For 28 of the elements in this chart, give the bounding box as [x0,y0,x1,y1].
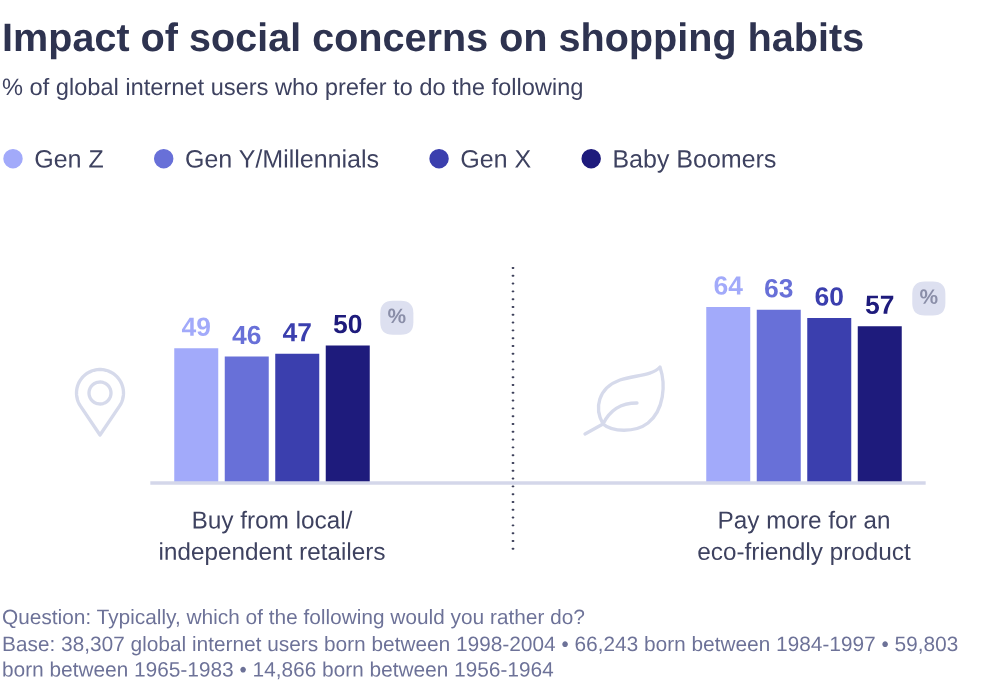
legend-label: Gen Y/Millennials [186,149,379,168]
bar [275,353,320,483]
chart-subtitle: % of global internet users who prefer to do the following [2,77,582,100]
legend-label: Baby Boomers [614,149,776,173]
data-label: 57 [865,295,894,315]
bar [224,356,269,483]
x-tick-label: Pay more for an eco-friendly product [698,510,911,565]
data-label: 63 [765,278,793,298]
bar [706,307,751,483]
text: Question: Typically, which of the following would you rather do? [2,609,585,629]
y-axis-title: % [388,308,406,324]
bar [857,326,902,483]
bar [756,309,801,483]
bar [325,345,370,483]
bar [174,348,219,483]
data-label: 47 [282,323,311,342]
data-label: 60 [815,287,843,306]
x-tick-label: Buy from local/ independent retailers [160,510,385,565]
text: Base: 38,307 global internet users born between 1998-2004 • 66,243 born between 1984-1997 • 59,803 born between 1965-1983 • 14,866 born between 1956-1964 [3,636,958,680]
data-label: 46 [232,325,261,345]
data-label: 49 [181,317,210,337]
legend-label: Gen Z [35,150,103,168]
chart-title: Impact of social concerns on shopping habits [4,22,863,60]
legend-label: Gen X [461,150,531,168]
data-label: 64 [714,276,743,295]
data-label: 50 [333,314,362,334]
text: % [920,289,938,305]
bar [807,318,852,483]
